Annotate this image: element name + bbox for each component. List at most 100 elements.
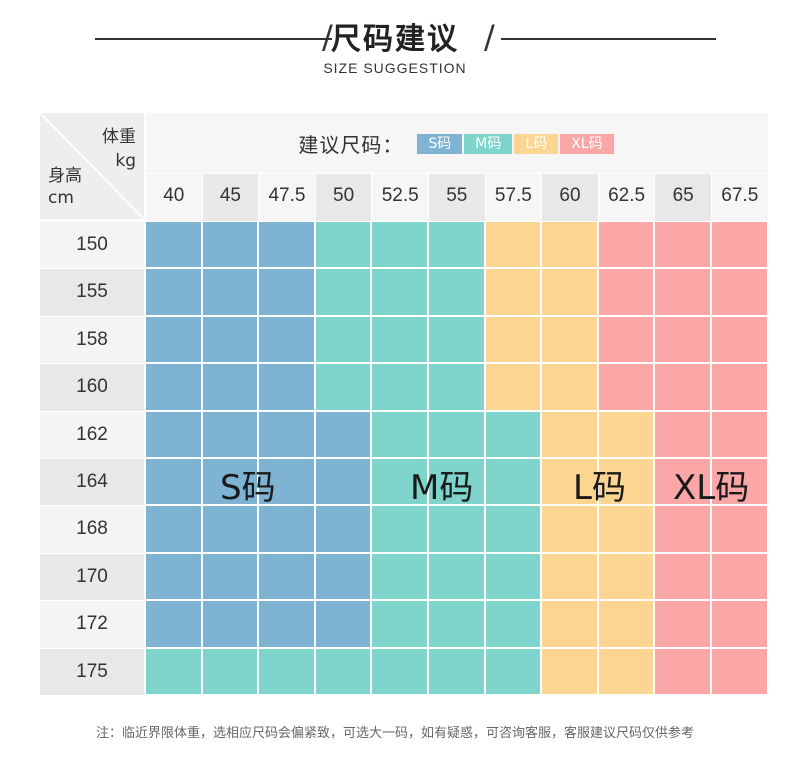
weight-col-header: 45 — [202, 174, 259, 221]
size-cell-s — [315, 601, 373, 649]
size-cell-s — [202, 506, 260, 554]
weight-col-header: 65 — [655, 174, 711, 221]
weight-col-header: 55 — [429, 174, 485, 221]
size-cell-l — [542, 601, 599, 649]
height-row-header: 155 — [40, 269, 144, 316]
legend-chip-1: M码 — [464, 133, 513, 154]
weight-unit: kg — [115, 151, 136, 171]
size-cell-l — [542, 648, 599, 696]
size-cell-m — [315, 269, 373, 317]
size-cell-m — [372, 364, 429, 412]
size-cell-m — [315, 364, 373, 412]
size-label-s: S码 — [220, 468, 276, 508]
size-cell-s — [315, 506, 373, 554]
size-label-m: M码 — [410, 468, 474, 508]
height-row-header: 162 — [40, 411, 144, 458]
size-cell-m — [315, 316, 373, 365]
size-cell-s — [202, 601, 260, 649]
weight-col-header: 60 — [542, 174, 598, 221]
size-cell-xl — [712, 364, 769, 412]
size-cell-m — [259, 648, 316, 696]
size-cell-l — [542, 459, 599, 507]
size-cell-xl — [598, 364, 656, 412]
size-cell-m — [429, 459, 486, 507]
size-cell-m — [429, 316, 486, 365]
size-cell-l — [485, 222, 543, 270]
size-cell-l — [542, 316, 599, 365]
size-cell-xl — [655, 553, 712, 602]
size-cell-l — [542, 411, 599, 459]
size-cell-l — [542, 364, 599, 412]
size-cell-xl — [655, 459, 712, 507]
size-cell-xl — [712, 601, 769, 649]
size-cell-m — [372, 601, 429, 649]
size-cell-m — [372, 459, 429, 507]
weight-col-header: 52.5 — [372, 174, 428, 221]
size-cell-l — [598, 459, 656, 507]
size-cell-s — [202, 411, 260, 459]
title-slash-left: / — [322, 18, 333, 56]
size-cell-m — [315, 222, 373, 270]
size-cell-s — [146, 601, 203, 649]
size-cell-l — [542, 506, 599, 554]
size-cell-s — [259, 316, 316, 365]
size-cell-xl — [712, 316, 769, 365]
page-title: 尺码建议 — [331, 22, 459, 57]
size-label-xl: XL码 — [673, 468, 750, 508]
size-cell-m — [485, 459, 543, 507]
legend-chip-2: L码 — [514, 133, 559, 154]
title-rule-left — [95, 38, 332, 40]
size-cell-s — [315, 411, 373, 459]
legend: 建议尺码： S码 M码 L码 XL码 — [146, 113, 768, 173]
size-cell-s — [315, 459, 373, 507]
size-cell-m — [372, 506, 429, 554]
height-row-header: 175 — [40, 648, 144, 695]
height-header: 身高 cm — [48, 165, 82, 209]
size-cell-xl — [655, 411, 712, 459]
size-cell-xl — [655, 269, 712, 317]
size-cell-l — [598, 601, 656, 649]
legend-chip-0: S码 — [417, 133, 463, 154]
size-cell-s — [146, 269, 203, 317]
size-cell-l — [542, 553, 599, 602]
size-cell-s — [259, 222, 316, 270]
size-cell-l — [598, 648, 656, 696]
size-cell-s — [146, 316, 203, 365]
size-cell-l — [485, 316, 543, 365]
size-cell-xl — [712, 506, 769, 554]
size-cell-m — [372, 269, 429, 317]
size-cell-l — [598, 553, 656, 602]
size-cell-m — [372, 648, 429, 696]
weight-col-header: 47.5 — [259, 174, 315, 221]
legend-chip-3: XL码 — [560, 133, 614, 154]
size-cell-s — [146, 222, 203, 270]
size-cell-xl — [712, 411, 769, 459]
weight-col-header: 50 — [315, 174, 372, 221]
size-cell-l — [485, 364, 543, 412]
size-cell-m — [372, 553, 429, 602]
size-cell-s — [259, 411, 316, 459]
height-row-header: 160 — [40, 364, 144, 411]
size-cell-xl — [598, 269, 656, 317]
size-cell-m — [485, 411, 543, 459]
size-cell-m — [429, 222, 486, 270]
size-cell-xl — [712, 553, 769, 602]
height-row-header: 158 — [40, 316, 144, 364]
size-cell-m — [485, 553, 543, 602]
size-cell-xl — [712, 648, 769, 696]
size-cell-m — [429, 506, 486, 554]
legend-chips: S码 M码 L码 XL码 — [417, 133, 615, 154]
page-subtitle: SIZE SUGGESTION — [323, 60, 467, 76]
size-cell-s — [202, 553, 260, 602]
size-cell-m — [485, 601, 543, 649]
size-cell-xl — [655, 601, 712, 649]
weight-label: 体重 — [102, 127, 136, 147]
weight-col-header: 67.5 — [712, 174, 768, 221]
size-cell-m — [146, 648, 203, 696]
size-table: 体重 kg 身高 cm 建议尺码： S码 M码 L码 XL码 40 45 47.5 50 52… — [40, 113, 769, 696]
height-unit: cm — [48, 188, 74, 208]
size-cell-xl — [655, 506, 712, 554]
size-cell-xl — [712, 222, 769, 270]
size-cell-m — [372, 316, 429, 365]
weight-col-header: 40 — [146, 174, 202, 221]
